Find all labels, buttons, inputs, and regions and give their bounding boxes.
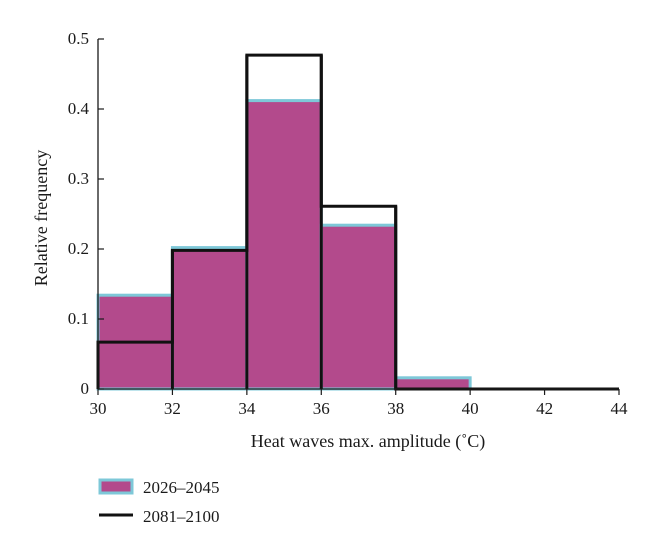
legend-label-2081-2100: 2081–2100 <box>143 507 220 526</box>
x-tick-label: 44 <box>611 399 629 418</box>
bars-layer <box>96 99 619 391</box>
ticks-layer: 30 32 34 36 38 40 42 44 0 0.1 0.2 0.3 0.4 0.5 <box>68 29 628 418</box>
y-tick-label: 0.3 <box>68 169 89 188</box>
bar-2026-2045 <box>319 223 398 391</box>
y-tick-label: 0.5 <box>68 29 89 48</box>
legend-swatch-2026-2045 <box>98 478 134 495</box>
x-axis-title: Heat waves max. amplitude (˚C) <box>251 431 485 452</box>
bar-2026-2045 <box>170 246 249 391</box>
legend: 2026–2045 2081–2100 <box>98 478 220 526</box>
y-tick-label: 0.4 <box>68 99 90 118</box>
x-tick-label: 42 <box>536 399 553 418</box>
legend-label-2026-2045: 2026–2045 <box>143 478 220 497</box>
y-axis-title: Relative frequency <box>31 150 51 286</box>
bar-2026-2045 <box>245 99 323 391</box>
x-tick-label: 40 <box>462 399 479 418</box>
x-tick-label: 36 <box>313 399 330 418</box>
bar-2026-2045 <box>394 376 472 391</box>
y-tick-label: 0.2 <box>68 239 89 258</box>
x-tick-label: 32 <box>164 399 181 418</box>
x-tick-label: 34 <box>238 399 256 418</box>
y-tick-label: 0.1 <box>68 309 89 328</box>
axes-layer <box>97 39 619 390</box>
y-tick-label: 0 <box>81 379 90 398</box>
x-tick-label: 30 <box>90 399 107 418</box>
x-tick-label: 38 <box>387 399 404 418</box>
